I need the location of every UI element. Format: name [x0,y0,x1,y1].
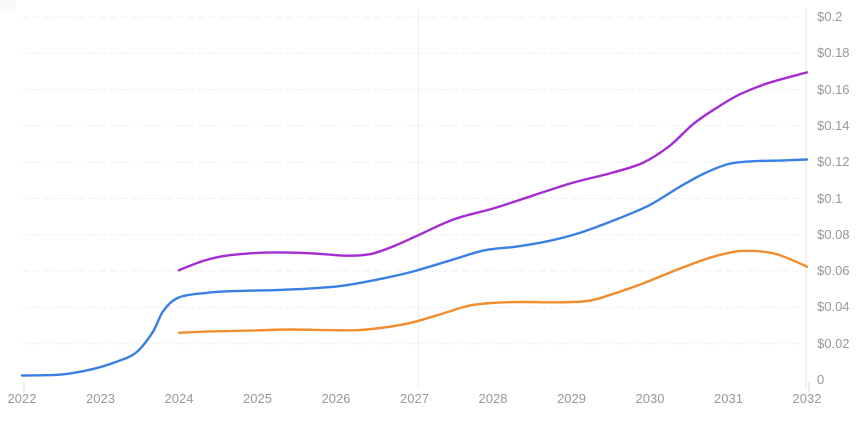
x-axis-label: 2024 [164,391,194,406]
x-axis-label: 2023 [86,391,115,406]
corner-artifact [0,0,16,11]
purple-series-line [177,71,809,272]
y-axis-label: $0.04 [817,299,850,315]
y-axis-label: $0.08 [817,226,850,242]
y-axis-label: $0.2 [817,9,843,24]
x-axis-label: 2031 [714,391,743,406]
y-axis-label: 0 [817,372,825,387]
x-axis-label: 2030 [635,391,665,406]
y-axis-label: $0.12 [817,154,850,170]
y-axis-label: $0.14 [817,117,850,133]
x-axis-label: 2032 [792,391,822,406]
x-axis-label: 2029 [557,391,586,406]
y-axis-label: $0.06 [817,263,850,279]
orange-series-line [177,249,809,334]
y-axis-label: $0.02 [817,335,850,351]
y-axis-label: $0.18 [817,45,850,61]
blue-series-line [20,158,809,377]
x-axis-label: 2027 [400,391,429,406]
y-axis-label: $0.1 [817,190,843,206]
x-axis-label: 2028 [478,391,508,406]
x-axis-label: 2022 [7,391,37,406]
x-axis-label: 2025 [243,391,272,406]
y-axis-label: $0.16 [817,81,850,97]
x-axis-label: 2026 [321,391,351,406]
